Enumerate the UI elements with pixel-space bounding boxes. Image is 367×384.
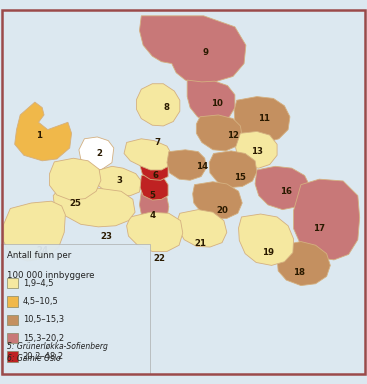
Text: 100 000 innbyggere: 100 000 innbyggere <box>7 271 95 280</box>
Polygon shape <box>236 131 277 168</box>
Bar <box>7 314 18 325</box>
Polygon shape <box>139 188 169 223</box>
Text: 17: 17 <box>313 224 326 233</box>
Text: 20: 20 <box>216 206 228 215</box>
Polygon shape <box>140 155 168 180</box>
Text: 1,9–4,5: 1,9–4,5 <box>23 278 53 288</box>
Text: 11: 11 <box>258 114 270 123</box>
Text: 1: 1 <box>36 131 41 140</box>
Polygon shape <box>294 179 360 260</box>
Polygon shape <box>4 201 65 261</box>
Text: 19: 19 <box>262 248 274 257</box>
Polygon shape <box>196 115 242 151</box>
Text: 5: 5 <box>149 191 155 200</box>
Text: 7: 7 <box>155 138 161 147</box>
Text: 10: 10 <box>211 99 222 108</box>
Polygon shape <box>15 102 72 161</box>
Text: 8: 8 <box>164 103 170 112</box>
Polygon shape <box>277 242 330 286</box>
Polygon shape <box>79 137 114 170</box>
Text: 3: 3 <box>116 177 122 185</box>
Polygon shape <box>50 158 101 200</box>
Text: 14: 14 <box>196 162 208 171</box>
Text: Antall funn per: Antall funn per <box>7 252 72 260</box>
Polygon shape <box>255 166 310 210</box>
Polygon shape <box>137 84 180 126</box>
Polygon shape <box>209 151 257 188</box>
Text: 20,2–48,2: 20,2–48,2 <box>23 352 64 361</box>
Text: 6: Gamle Oslo: 6: Gamle Oslo <box>7 354 61 363</box>
Bar <box>7 333 18 343</box>
Polygon shape <box>53 188 135 227</box>
Text: 15: 15 <box>235 173 246 182</box>
Polygon shape <box>127 212 183 252</box>
Text: 4,5–10,5: 4,5–10,5 <box>23 297 58 306</box>
Bar <box>7 296 18 306</box>
Polygon shape <box>239 214 294 265</box>
Text: 5: Grünerløkka-Sofienberg: 5: Grünerløkka-Sofienberg <box>7 342 108 351</box>
Text: 24: 24 <box>36 246 48 255</box>
Polygon shape <box>234 97 290 142</box>
Text: 18: 18 <box>293 268 305 277</box>
Text: 13: 13 <box>251 147 263 156</box>
Text: 21: 21 <box>194 239 206 248</box>
Text: 9: 9 <box>203 48 208 57</box>
Polygon shape <box>139 16 246 84</box>
FancyBboxPatch shape <box>1 244 150 374</box>
Text: 23: 23 <box>101 232 112 240</box>
Polygon shape <box>140 174 168 200</box>
Polygon shape <box>97 166 141 196</box>
Text: 25: 25 <box>69 199 81 207</box>
Text: 12: 12 <box>227 131 239 140</box>
Bar <box>7 278 18 288</box>
Text: 10,5–15,3: 10,5–15,3 <box>23 315 64 324</box>
Polygon shape <box>167 150 206 180</box>
Text: 6: 6 <box>153 171 159 180</box>
Bar <box>7 351 18 362</box>
Polygon shape <box>178 210 227 247</box>
Text: 15,3–20,2: 15,3–20,2 <box>23 334 64 343</box>
Text: 4: 4 <box>149 211 155 220</box>
Polygon shape <box>124 139 172 170</box>
Text: 16: 16 <box>280 187 292 197</box>
Polygon shape <box>187 80 235 122</box>
Polygon shape <box>193 182 242 218</box>
Text: 2: 2 <box>96 149 102 158</box>
Text: 22: 22 <box>154 253 166 263</box>
